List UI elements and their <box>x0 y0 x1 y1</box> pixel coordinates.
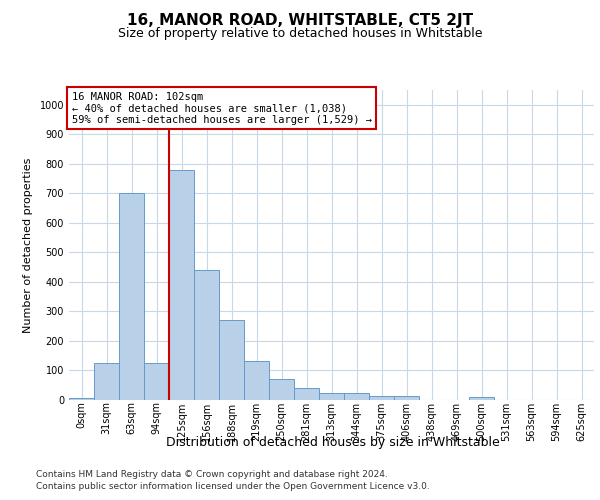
Bar <box>344 392 369 400</box>
Bar <box>319 392 344 400</box>
Text: Size of property relative to detached houses in Whitstable: Size of property relative to detached ho… <box>118 28 482 40</box>
Text: Distribution of detached houses by size in Whitstable: Distribution of detached houses by size … <box>166 436 500 449</box>
Bar <box>244 360 269 400</box>
Bar <box>69 398 94 400</box>
Bar <box>219 320 244 400</box>
Bar <box>94 363 119 400</box>
Bar <box>469 397 494 400</box>
Text: 16, MANOR ROAD, WHITSTABLE, CT5 2JT: 16, MANOR ROAD, WHITSTABLE, CT5 2JT <box>127 12 473 28</box>
Bar <box>144 363 169 400</box>
Text: Contains HM Land Registry data © Crown copyright and database right 2024.: Contains HM Land Registry data © Crown c… <box>36 470 388 479</box>
Bar <box>194 270 219 400</box>
Bar <box>294 388 319 400</box>
Bar <box>394 396 419 400</box>
Bar <box>369 396 394 400</box>
Bar <box>119 194 144 400</box>
Text: Contains public sector information licensed under the Open Government Licence v3: Contains public sector information licen… <box>36 482 430 491</box>
Bar <box>169 170 194 400</box>
Y-axis label: Number of detached properties: Number of detached properties <box>23 158 32 332</box>
Bar <box>269 380 294 400</box>
Text: 16 MANOR ROAD: 102sqm
← 40% of detached houses are smaller (1,038)
59% of semi-d: 16 MANOR ROAD: 102sqm ← 40% of detached … <box>71 92 371 124</box>
